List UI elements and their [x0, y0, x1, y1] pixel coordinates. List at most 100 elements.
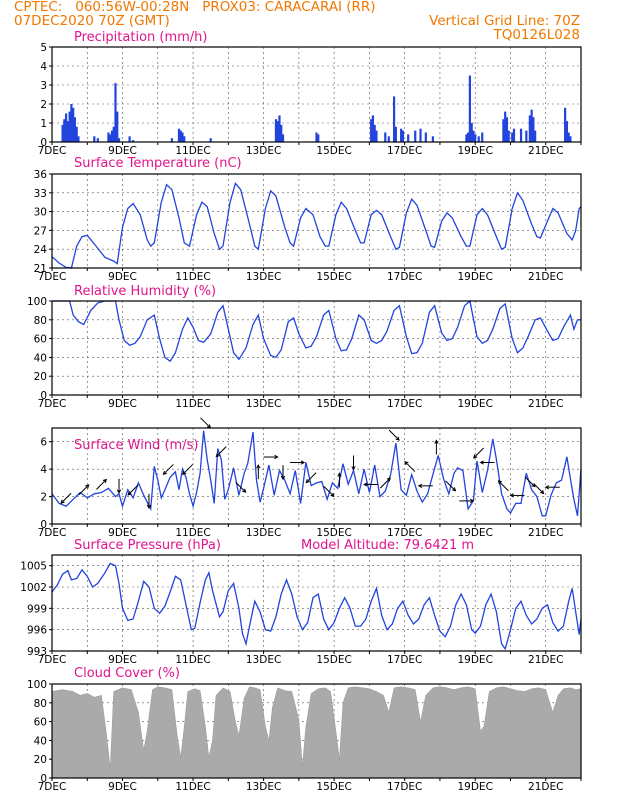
- precip-xtick-label: 9DEC: [108, 145, 137, 157]
- temp-ytick-label: 27: [34, 225, 47, 237]
- temp-xtick-label: 13DEC: [246, 271, 281, 283]
- rh-ytick-label: 60: [34, 334, 47, 346]
- precip-bar: [565, 121, 568, 142]
- wind-arrow-head: [395, 436, 400, 441]
- precip-bar: [177, 128, 181, 142]
- precip-bar: [392, 96, 396, 142]
- precip-bar: [424, 132, 427, 142]
- rh-xtick-label: 17DEC: [387, 398, 422, 410]
- pressure-xtick-label: 21DEC: [528, 654, 563, 666]
- wind-arrow: [305, 472, 317, 483]
- rh-xtick-label: 21DEC: [528, 398, 563, 410]
- precip-bar: [384, 132, 387, 142]
- cloud-xtick-label: 15DEC: [316, 781, 351, 793]
- precip-bar: [61, 124, 64, 142]
- wind-arrow: [323, 486, 335, 497]
- rh-panel: 0 20 40 60 80 100 7DEC 9DEC 11DEC 13DEC 15DEC 17DEC…: [27, 284, 582, 410]
- precip-bar: [511, 132, 514, 142]
- precip-bar: [116, 111, 119, 142]
- precip-bar: [467, 132, 470, 142]
- wind-arrow-head: [417, 483, 423, 488]
- precip-panel: 0 1 2 3 4 5 7DEC 9DEC 11DEC 13DEC 15DEC 17DEC 19DEC 2…: [38, 30, 582, 157]
- wind-arrow-head: [404, 460, 409, 466]
- wind-ytick-label: 0: [40, 519, 47, 531]
- wind-title: Surface Wind (m/s): [74, 438, 198, 453]
- wind-arrow-head: [305, 479, 310, 484]
- precip-bar: [179, 130, 182, 142]
- temp-xtick-label: 7DEC: [38, 271, 67, 283]
- rh-xtick-label: 11DEC: [175, 398, 210, 410]
- precip-title: Precipitation (mm/h): [74, 30, 207, 45]
- temp-frame: [51, 173, 582, 269]
- rh-ytick-label: 40: [34, 352, 47, 364]
- wind-xtick-label: 13DEC: [246, 527, 281, 539]
- wind-arrow: [78, 484, 90, 496]
- precip-xtick-label: 11DEC: [175, 145, 210, 157]
- precip-xtick-label: 19DEC: [457, 145, 492, 157]
- precip-bar: [387, 136, 390, 142]
- wind-arrow-head: [162, 470, 167, 476]
- precip-bar: [470, 123, 473, 142]
- precip-bar: [431, 136, 434, 142]
- precip-bar: [66, 121, 69, 142]
- pressure-xtick-label: 17DEC: [387, 654, 422, 666]
- wind-ytick-label: 4: [40, 464, 47, 476]
- rh-xtick-label: 19DEC: [457, 398, 492, 410]
- wind-arrow-head: [116, 489, 122, 494]
- wind-ytick-label: 6: [40, 437, 47, 449]
- pressure-xtick-label: 11DEC: [175, 654, 210, 666]
- wind-arrow-head: [479, 460, 484, 465]
- cloud-ytick-label: 60: [34, 717, 47, 729]
- precip-bar: [317, 134, 320, 142]
- precip-bar: [512, 128, 516, 142]
- precip-bar: [93, 136, 96, 142]
- precip-bar: [274, 119, 278, 142]
- header-grid-note: Vertical Grid Line: 70Z: [429, 13, 580, 29]
- pressure-xtick-label: 15DEC: [316, 654, 351, 666]
- wind-arrow: [215, 446, 227, 457]
- wind-arrow: [473, 447, 485, 459]
- precip-bar: [117, 138, 121, 142]
- wind-arrow: [524, 476, 536, 488]
- rh-xtick-label: 13DEC: [246, 398, 281, 410]
- precip-bar: [472, 130, 475, 142]
- wind-arrow-head: [127, 491, 132, 496]
- rh-ytick-label: 80: [34, 315, 47, 327]
- wind-arrow: [404, 461, 416, 472]
- wind-series-line: [51, 430, 582, 517]
- wind-arrow: [498, 480, 509, 492]
- precip-bar: [70, 104, 73, 142]
- rh-xtick-label: 15DEC: [316, 398, 351, 410]
- precip-bar: [507, 130, 510, 142]
- precip-bar: [276, 121, 279, 142]
- precip-bar: [370, 119, 373, 142]
- wind-arrow-head: [60, 499, 65, 504]
- wind-arrow-head: [102, 478, 108, 484]
- precip-bar: [528, 115, 531, 142]
- cloud-panel: 0 20 40 60 80 100 7DEC 9DEC 11DEC 13DEC 15DEC 17DEC…: [27, 666, 582, 793]
- wind-arrow-head: [146, 504, 152, 509]
- wind-arrow-head: [242, 488, 247, 493]
- precip-bar: [477, 136, 480, 142]
- pressure-ytick-label: 1005: [20, 561, 47, 573]
- cloud-xtick-label: 13DEC: [246, 781, 281, 793]
- precip-bar: [114, 83, 117, 142]
- cloud-ytick-label: 100: [27, 679, 47, 691]
- precip-xtick-label: 17DEC: [387, 145, 422, 157]
- wind-arrow-head: [274, 454, 279, 460]
- wind-arrow-head: [280, 475, 286, 481]
- pressure-ytick-label: 999: [27, 603, 47, 615]
- precip-bar: [281, 134, 285, 142]
- precip-bar: [394, 126, 397, 142]
- rh-frame: [51, 300, 582, 396]
- precip-bar: [465, 134, 468, 142]
- wind-panel: 0 2 4 6 7DEC 9DEC 11DEC 13DEC 15DEC 17DEC 19DEC 21D…: [38, 417, 582, 539]
- precip-bar: [75, 126, 78, 142]
- cloud-ytick-label: 0: [40, 773, 47, 785]
- temp-ytick-label: 36: [34, 169, 48, 181]
- wind-arrow: [127, 484, 139, 496]
- temp-ytick-label: 24: [34, 244, 48, 256]
- precip-xtick-label: 7DEC: [38, 145, 67, 157]
- precip-bar: [107, 132, 110, 142]
- wind-arrow-head: [386, 477, 391, 482]
